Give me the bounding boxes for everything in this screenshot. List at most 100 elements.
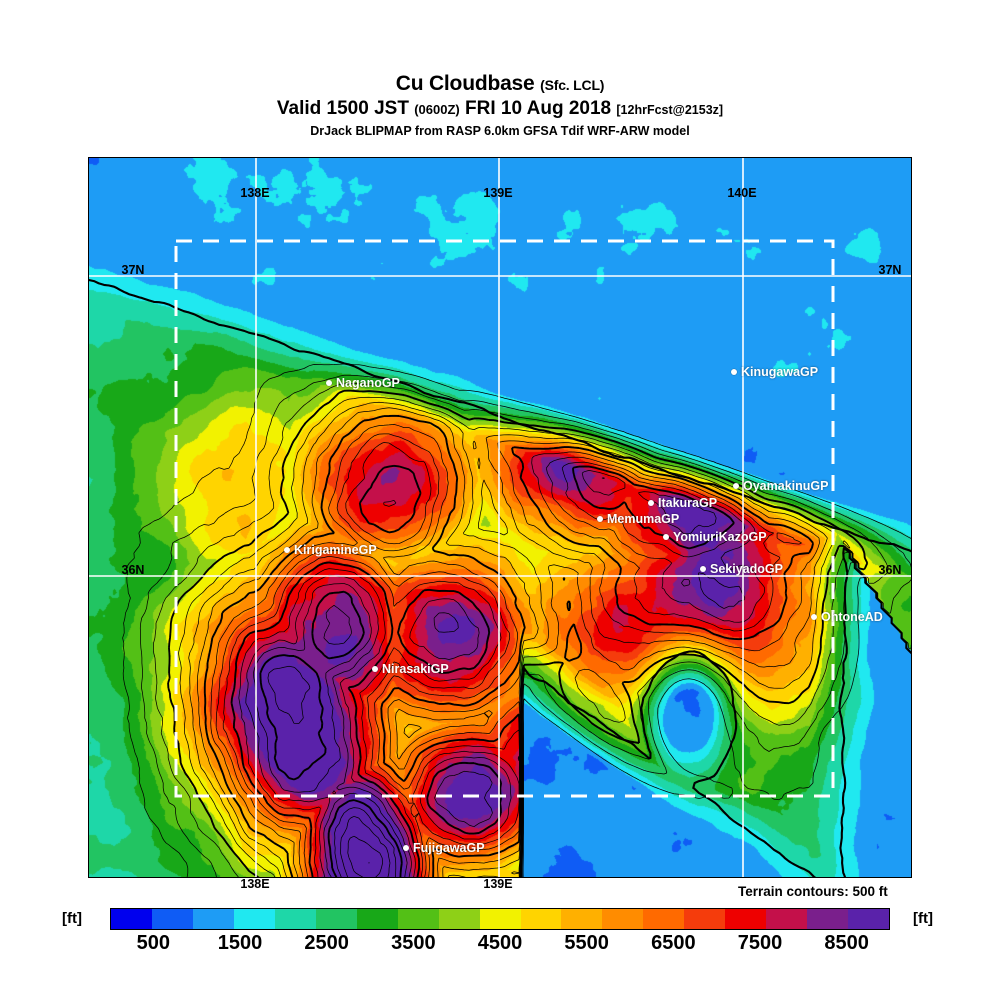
colorbar-legend: [ft] [ft] 500 1500 2500 3500 4500 5500 6500 750… (0, 905, 1000, 965)
station-marker-icon (326, 380, 332, 386)
terrain-contour-1500 (153, 383, 889, 877)
station-kirigaminegp[interactable]: KirigamineGP (284, 543, 377, 557)
station-marker-icon (731, 369, 737, 375)
colorbar-band-5 (315, 909, 357, 929)
terrain-contour-6000 (230, 464, 735, 877)
terrain-contour-4500 (210, 424, 802, 877)
colorbar-tick-5500: 5500 (564, 932, 609, 954)
station-marker-icon (284, 547, 290, 553)
colorbar-band-2 (192, 909, 234, 929)
colorbar-band-12 (602, 909, 644, 929)
station-yomiurikazogp[interactable]: YomiuriKazoGP (663, 530, 767, 544)
terrain-contour-9500 (347, 835, 383, 877)
station-marker-icon (372, 666, 378, 672)
lon-label-top-140E: 140E (727, 186, 757, 200)
station-sekiyadogp[interactable]: SekiyadoGP (700, 562, 783, 576)
colorbar-band-16 (766, 909, 808, 929)
colorbar-tick-8500: 8500 (824, 932, 869, 954)
terrain-contour-8000 (259, 590, 403, 877)
colorbar-band-13 (643, 909, 685, 929)
station-label: SekiyadoGP (710, 562, 783, 576)
lat-lon-grid (89, 158, 911, 877)
station-marker-icon (733, 483, 739, 489)
station-label: NirasakiGP (382, 662, 449, 676)
colorbar-band-4 (274, 909, 316, 929)
title-main: Cu Cloudbase (395, 72, 535, 95)
lon-label-top-139E: 139E (483, 186, 513, 200)
colorbar-band-0 (111, 909, 152, 929)
station-label: KinugawaGP (741, 365, 819, 379)
colorbar-band-8 (438, 909, 480, 929)
terrain-contour-5500 (222, 442, 746, 877)
terrain-contours (122, 363, 911, 877)
title-paren: (Sfc. LCL) (540, 77, 605, 93)
colorbar-tick-6500: 6500 (651, 932, 696, 954)
colorbar-band-3 (233, 909, 275, 929)
terrain-contour-note: Terrain contours: 500 ft (738, 884, 888, 899)
colorbar-tick-7500: 7500 (737, 932, 783, 954)
colorbar-band-1 (151, 909, 193, 929)
terrain-contour-500 (122, 363, 911, 877)
station-label: KirigamineGP (294, 543, 377, 557)
source-line: DrJack BLIPMAP from RASP 6.0km GFSA Tdif… (310, 124, 690, 138)
valid-utc: (0600Z) (414, 102, 460, 117)
colorbar-band-11 (561, 909, 603, 929)
lon-label-top-138E: 138E (240, 186, 270, 200)
station-memumagp[interactable]: MemumaGP (597, 512, 679, 526)
colorbar-band-14 (684, 909, 726, 929)
title-block: Cu Cloudbase (Sfc. LCL) Valid 1500 JST (… (0, 72, 1000, 139)
station-marker-icon (663, 534, 669, 540)
station-marker-icon (597, 516, 603, 522)
station-kinugawagp[interactable]: KinugawaGP (731, 365, 818, 379)
colorbar-tick-1500: 1500 (217, 932, 263, 954)
station-label: MemumaGP (607, 512, 680, 526)
colorbar-tick-500: 500 (136, 932, 171, 954)
terrain-contour-8500 (267, 604, 397, 877)
station-marker-icon (811, 614, 817, 620)
lat-label-left-37N: 37N (121, 263, 145, 277)
colorbar-unit-left: [ft] (62, 910, 82, 927)
station-label: FujigawaGP (413, 841, 485, 855)
terrain-contour-6500 (238, 470, 717, 877)
forecast-tag: [12hrFcst@2153z] (616, 103, 724, 117)
coastline (89, 278, 911, 877)
station-naganogp[interactable]: NaganoGP (326, 376, 400, 390)
valid-date: FRI 10 Aug 2018 (465, 98, 612, 119)
terrain-contour-7000 (245, 477, 605, 877)
station-label: OyamakinuGP (743, 479, 829, 493)
lon-label-bottom-139E: 139E (483, 877, 513, 891)
colorbar-band-9 (479, 909, 521, 929)
terrain-contour-1000 (139, 374, 911, 877)
station-label: ItakuraGP (658, 496, 718, 510)
station-label: OhtoneAD (821, 610, 883, 624)
colorbar-band-7 (397, 909, 439, 929)
terrain-contour-4000 (203, 414, 815, 877)
station-marker-icon (403, 845, 409, 851)
colorbar-band-18 (848, 909, 890, 929)
lat-label-right-37N: 37N (878, 263, 902, 277)
valid-line: Valid 1500 JST (0600Z) FRI 10 Aug 2018 [… (0, 98, 1000, 121)
station-ohtonead[interactable]: OhtoneAD (811, 610, 883, 624)
station-fujigawagp[interactable]: FujigawaGP (403, 841, 485, 855)
page-title: Cu Cloudbase (Sfc. LCL) (0, 72, 1000, 97)
map-vector-layer (89, 158, 911, 877)
station-oyamakinugp[interactable]: OyamakinuGP (733, 479, 828, 493)
station-marker-icon (648, 500, 654, 506)
station-nirasakigp[interactable]: NirasakiGP (372, 662, 449, 676)
station-label: NaganoGP (336, 376, 400, 390)
colorbar-swatches (110, 908, 890, 930)
terrain-contour-5000 (215, 433, 765, 877)
station-marker-icon (700, 566, 706, 572)
colorbar-unit-right: [ft] (913, 910, 933, 927)
station-itakuragp[interactable]: ItakuraGP (648, 496, 717, 510)
lon-label-bottom-138E: 138E (240, 877, 270, 891)
colorbar-band-17 (807, 909, 849, 929)
forecast-map[interactable] (88, 157, 912, 878)
colorbar-tick-3500: 3500 (391, 932, 436, 954)
valid-prefix: Valid 1500 JST (276, 98, 409, 119)
colorbar-band-15 (725, 909, 767, 929)
colorbar-tick-4500: 4500 (477, 932, 523, 954)
colorbar-band-6 (356, 909, 398, 929)
station-label: YomiuriKazoGP (673, 530, 767, 544)
colorbar-tick-2500: 2500 (304, 932, 349, 954)
